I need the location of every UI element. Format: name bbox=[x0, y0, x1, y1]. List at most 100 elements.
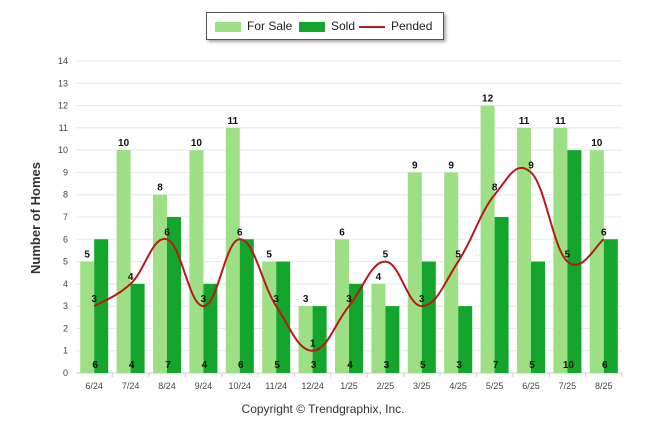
bar-sold bbox=[494, 217, 509, 373]
x-tick-label: 6/24 bbox=[85, 381, 103, 391]
x-tick-label: 5/25 bbox=[486, 381, 504, 391]
data-label-pended: 1 bbox=[310, 339, 316, 350]
bar-sold bbox=[349, 283, 363, 373]
data-label-pended: 8 bbox=[492, 183, 498, 194]
x-tick-label: 11/24 bbox=[265, 381, 287, 391]
y-tick-label: 11 bbox=[59, 123, 68, 133]
data-label-for-sale: 10 bbox=[118, 138, 130, 149]
y-tick-label: 5 bbox=[63, 257, 68, 267]
x-tick-label: 9/24 bbox=[195, 381, 213, 391]
x-tick-label: 8/25 bbox=[595, 381, 613, 391]
bar-sold bbox=[603, 239, 618, 373]
data-label-sold: 10 bbox=[563, 360, 575, 371]
data-label-for-sale: 3 bbox=[303, 294, 309, 305]
data-label-pended: 3 bbox=[91, 294, 97, 305]
legend-swatch-pended bbox=[359, 25, 385, 28]
data-label-sold: 7 bbox=[165, 360, 171, 371]
data-label-pended: 3 bbox=[346, 294, 352, 305]
legend-label-for-sale: For Sale bbox=[247, 19, 293, 33]
bar-for-sale bbox=[80, 261, 95, 373]
y-tick-label: 9 bbox=[63, 167, 68, 177]
bar-sold bbox=[130, 283, 145, 373]
data-label-for-sale: 9 bbox=[448, 160, 454, 171]
y-axis-label: Number of Homes bbox=[28, 162, 43, 274]
x-tick-label: 3/25 bbox=[413, 381, 431, 391]
x-tick-label: 8/24 bbox=[158, 381, 176, 391]
bar-sold bbox=[531, 261, 545, 373]
data-label-pended: 3 bbox=[201, 294, 207, 305]
bar-for-sale bbox=[589, 150, 604, 373]
y-tick-label: 8 bbox=[63, 190, 68, 200]
bar-for-sale bbox=[225, 127, 240, 373]
data-label-for-sale: 5 bbox=[266, 250, 272, 261]
data-label-pended: 4 bbox=[128, 272, 134, 283]
data-label-for-sale: 11 bbox=[228, 116, 239, 127]
pended-line bbox=[93, 166, 605, 352]
data-label-sold: 6 bbox=[602, 360, 608, 371]
data-label-sold: 5 bbox=[420, 360, 426, 371]
bar-sold bbox=[421, 261, 436, 373]
y-tick-label: 14 bbox=[58, 56, 68, 66]
data-label-sold: 3 bbox=[311, 360, 317, 371]
data-label-for-sale: 12 bbox=[482, 94, 494, 105]
data-label-sold: 3 bbox=[384, 360, 390, 371]
data-label-for-sale: 6 bbox=[339, 227, 345, 238]
data-label-pended: 3 bbox=[273, 294, 279, 305]
x-tick-label: 2/25 bbox=[377, 381, 395, 391]
bar-sold bbox=[567, 150, 582, 373]
y-tick-label: 6 bbox=[63, 234, 68, 244]
legend-item-for-sale[interactable]: For Sale bbox=[215, 19, 292, 33]
y-tick-label: 3 bbox=[63, 301, 68, 311]
bar-sold bbox=[94, 239, 109, 373]
y-tick-label: 7 bbox=[63, 212, 68, 222]
data-label-sold: 4 bbox=[129, 360, 135, 371]
data-label-sold: 6 bbox=[238, 360, 244, 371]
data-label-for-sale: 4 bbox=[376, 272, 382, 283]
data-labels: 5 10 8 10 11 5 3 6 4 9 9 12 11 11 10 6 4 7 4 6 5 3 4 3 5 3 7 5 10 6 3 4… bbox=[84, 94, 608, 371]
bar-sold bbox=[203, 283, 218, 373]
data-label-pended: 5 bbox=[455, 250, 461, 261]
data-label-for-sale: 5 bbox=[84, 250, 90, 261]
data-label-pended: 6 bbox=[601, 227, 607, 238]
legend-label-sold: Sold bbox=[331, 19, 356, 33]
copyright-text: Copyright © Trendgraphix, Inc. bbox=[241, 402, 405, 416]
y-tick-label: 1 bbox=[63, 346, 68, 356]
bar-for-sale bbox=[189, 150, 204, 373]
data-label-pended: 9 bbox=[528, 160, 534, 171]
bar-for-sale bbox=[407, 172, 422, 373]
data-label-sold: 3 bbox=[456, 360, 462, 371]
bar-for-sale bbox=[480, 105, 495, 374]
y-tick-label: 0 bbox=[63, 368, 68, 378]
bar-for-sale bbox=[153, 194, 167, 373]
bar-sold bbox=[167, 217, 181, 373]
data-label-sold: 5 bbox=[274, 360, 280, 371]
data-label-for-sale: 9 bbox=[412, 160, 418, 171]
data-label-pended: 6 bbox=[164, 227, 170, 238]
bar-sold bbox=[312, 306, 327, 373]
bar-sold bbox=[458, 306, 473, 373]
x-tick-label: 1/25 bbox=[340, 381, 358, 391]
data-label-pended: 3 bbox=[419, 294, 425, 305]
x-tick-label: 7/25 bbox=[559, 381, 577, 391]
legend: For Sale Sold Pended bbox=[206, 12, 444, 40]
y-tick-label: 13 bbox=[58, 78, 68, 88]
data-label-sold: 7 bbox=[493, 360, 499, 371]
data-label-for-sale: 11 bbox=[555, 116, 566, 127]
line-pended bbox=[93, 166, 605, 352]
data-label-sold: 6 bbox=[92, 360, 98, 371]
bar-for-sale bbox=[262, 261, 277, 373]
data-label-for-sale: 10 bbox=[591, 138, 603, 149]
legend-item-sold[interactable]: Sold bbox=[299, 19, 355, 33]
bar-sold bbox=[239, 239, 254, 373]
bar-for-sale bbox=[335, 239, 349, 373]
y-tick-label: 12 bbox=[58, 101, 68, 111]
data-label-sold: 4 bbox=[347, 360, 353, 371]
data-label-pended: 5 bbox=[565, 250, 571, 261]
data-label-for-sale: 11 bbox=[519, 116, 530, 127]
data-label-for-sale: 8 bbox=[157, 183, 163, 194]
y-tick-label: 2 bbox=[63, 323, 68, 333]
legend-swatch-sold bbox=[299, 21, 325, 32]
legend-item-pended[interactable]: Pended bbox=[359, 19, 432, 33]
bar-for-sale bbox=[517, 127, 531, 373]
